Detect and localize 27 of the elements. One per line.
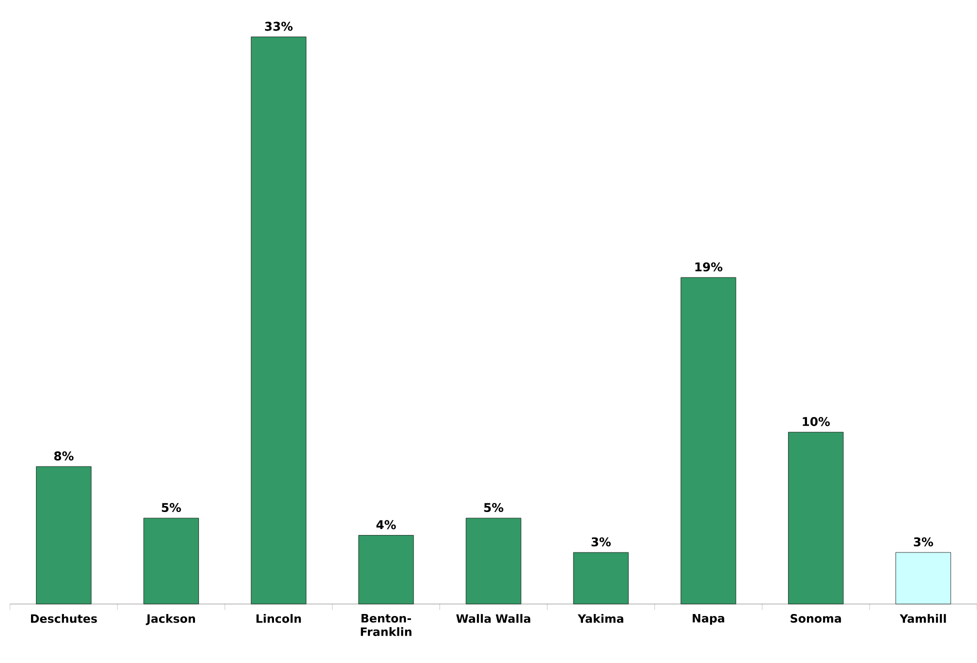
data-label: 10%: [802, 417, 830, 426]
data-label: 3%: [592, 537, 611, 546]
x-tick-label: Jackson: [146, 614, 195, 626]
data-label: 5%: [162, 502, 181, 512]
bar: [250, 36, 306, 604]
bar: [143, 518, 199, 604]
bar: [466, 518, 522, 604]
bar: [680, 277, 736, 604]
data-label: 4%: [376, 520, 396, 530]
x-tick-label: Benton-Franklin: [360, 614, 412, 636]
x-tick-label: Sonoma: [790, 614, 841, 623]
data-label: 33%: [265, 22, 293, 31]
data-label: 3%: [914, 537, 934, 546]
x-tick-label: Yamhill: [900, 614, 946, 623]
data-label: 5%: [484, 502, 504, 512]
x-tick-label: Lincoln: [256, 614, 301, 623]
bar: [36, 466, 92, 604]
bar: [358, 535, 414, 604]
bar: [896, 552, 951, 604]
x-tick-label: Deschutes: [31, 614, 97, 623]
data-label: 8%: [54, 451, 74, 460]
x-tick-label: Napa: [692, 614, 724, 625]
data-label: 19%: [695, 262, 722, 272]
bar: [573, 552, 629, 604]
x-tick-label: Yakima: [578, 614, 624, 623]
x-tick-label: Walla Walla: [456, 614, 530, 623]
bar: [788, 432, 844, 604]
